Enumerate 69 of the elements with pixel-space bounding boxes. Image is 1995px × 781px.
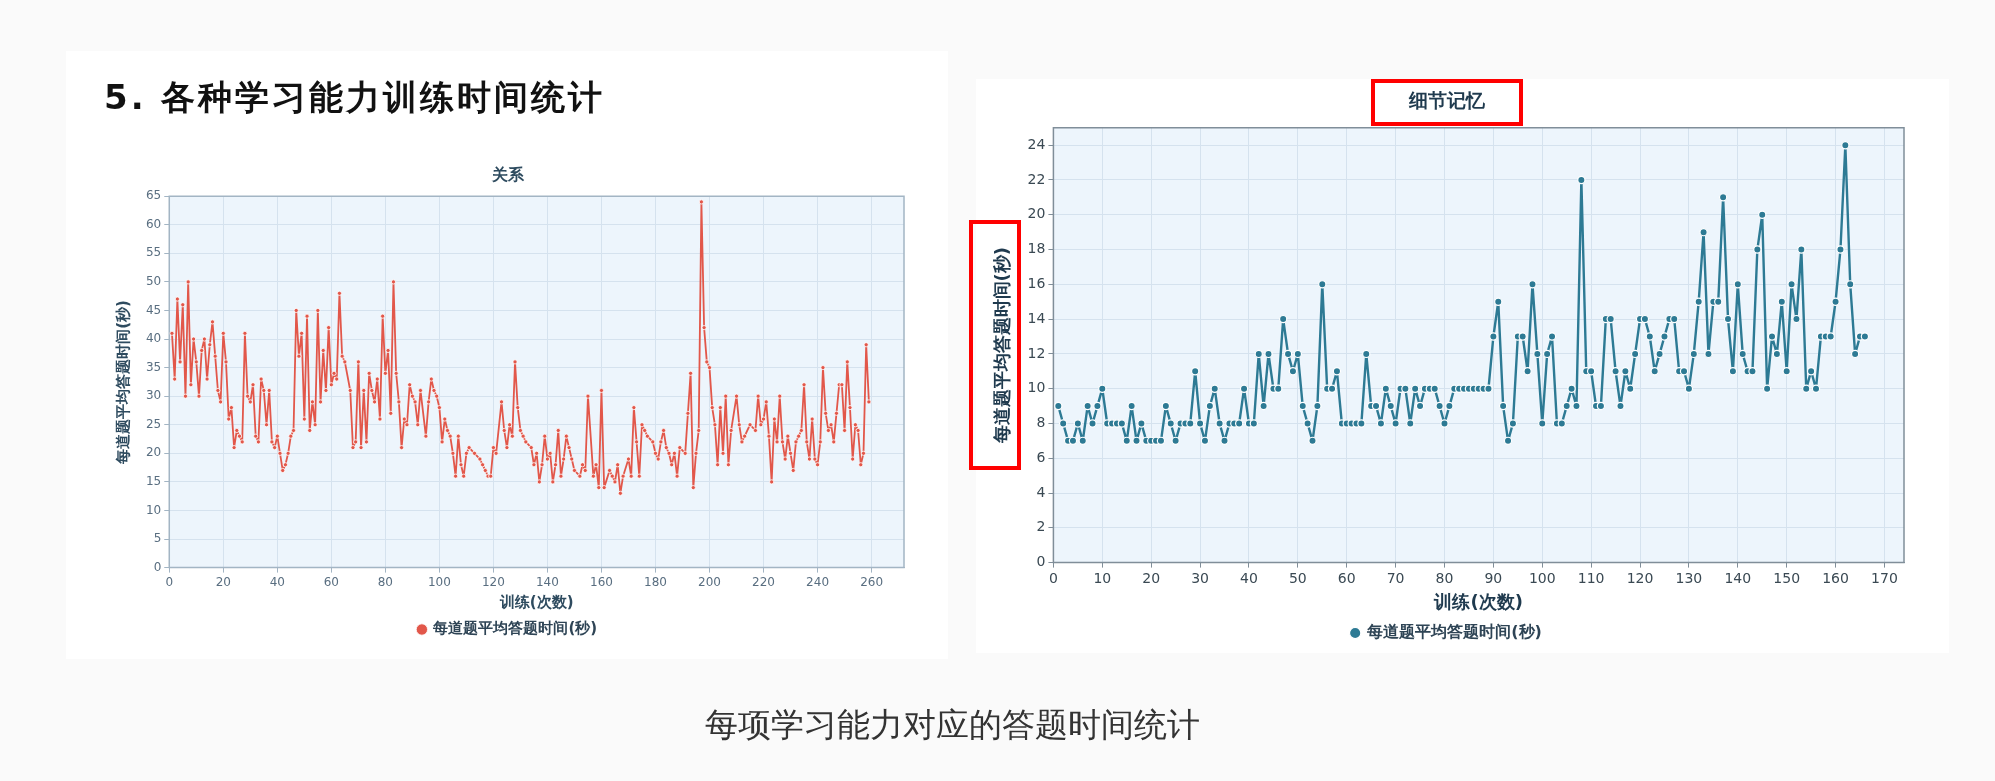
x-tick-label: 180: [644, 574, 667, 589]
x-tick-label: 60: [323, 574, 339, 589]
y-tick-label: 45: [145, 302, 162, 317]
y-tick-label: 6: [1036, 448, 1046, 465]
x-tick-label: 40: [269, 574, 285, 589]
x-axis-title: 训练(次数): [498, 592, 574, 611]
x-tick-label: 110: [1577, 569, 1605, 586]
y-axis-title: 每道题平均答题时间(秒): [991, 246, 1013, 445]
y-tick-label: 8: [1036, 414, 1046, 431]
y-tick-label: 40: [145, 331, 162, 346]
x-tick-label: 100: [427, 574, 451, 589]
y-tick-label: 4: [1036, 483, 1046, 500]
y-tick-label: 35: [145, 359, 162, 374]
legend-label: 每道题平均答题时间(秒): [1366, 622, 1542, 642]
y-tick-label: 25: [145, 416, 162, 431]
legend-label: 每道题平均答题时间(秒): [432, 619, 598, 638]
chart-title: 细节记忆: [1407, 89, 1486, 112]
y-tick-label: 2: [1036, 518, 1046, 535]
x-tick-label: 150: [1773, 569, 1801, 586]
y-tick-label: 22: [1027, 170, 1046, 187]
x-tick-label: 90: [1484, 569, 1503, 586]
y-tick-label: 20: [145, 445, 162, 460]
y-tick-label: 0: [1036, 553, 1046, 570]
y-tick-label: 30: [145, 388, 162, 403]
y-tick-label: 60: [145, 216, 162, 231]
x-tick-label: 0: [165, 574, 174, 589]
y-tick-label: 0: [153, 559, 162, 574]
y-tick-label: 24: [1027, 135, 1046, 152]
y-axis-title: 每道题平均答题时间(秒): [113, 300, 132, 465]
x-tick-label: 60: [1337, 569, 1356, 586]
x-tick-label: 120: [1626, 569, 1654, 586]
x-tick-label: 100: [1528, 569, 1556, 586]
x-tick-label: 200: [698, 574, 721, 589]
x-tick-label: 80: [377, 574, 394, 589]
x-tick-label: 50: [1288, 569, 1307, 586]
x-tick-label: 260: [860, 574, 884, 589]
x-tick-label: 240: [806, 574, 830, 589]
y-tick-label: 14: [1027, 309, 1046, 326]
y-tick-label: 15: [145, 474, 162, 489]
y-tick-label: 10: [145, 502, 162, 517]
y-tick-label: 65: [145, 188, 162, 203]
x-tick-label: 130: [1675, 569, 1703, 586]
x-tick-label: 140: [1724, 569, 1752, 586]
x-tick-label: 120: [481, 574, 505, 589]
y-tick-label: 20: [1027, 205, 1046, 222]
x-tick-label: 40: [1240, 569, 1258, 586]
y-tick-label: 16: [1027, 274, 1046, 291]
text: 每项学习能力对应的答题时间统计: [703, 704, 1201, 746]
x-tick-label: 30: [1191, 569, 1209, 586]
y-tick-label: 50: [145, 274, 162, 289]
x-tick-label: 80: [1435, 569, 1454, 586]
x-tick-label: 0: [1048, 569, 1058, 586]
text: 5. 各种学习能力训练时间统计: [104, 76, 606, 118]
chart-title: 关系: [490, 164, 525, 184]
y-tick-label: 55: [145, 245, 162, 260]
x-axis-title: 训练(次数): [1433, 590, 1523, 612]
x-tick-label: 160: [1822, 569, 1849, 586]
x-tick-label: 10: [1093, 569, 1112, 586]
y-tick-label: 10: [1027, 379, 1046, 396]
x-tick-label: 160: [590, 574, 613, 589]
x-tick-label: 20: [215, 574, 231, 589]
x-tick-label: 20: [1142, 569, 1161, 586]
y-tick-label: 5: [153, 531, 162, 546]
y-tick-label: 12: [1027, 344, 1046, 361]
x-tick-label: 140: [535, 574, 559, 589]
x-tick-label: 70: [1386, 569, 1405, 586]
y-tick-label: 18: [1027, 240, 1046, 257]
x-tick-label: 170: [1871, 569, 1898, 586]
x-tick-label: 220: [752, 574, 775, 589]
